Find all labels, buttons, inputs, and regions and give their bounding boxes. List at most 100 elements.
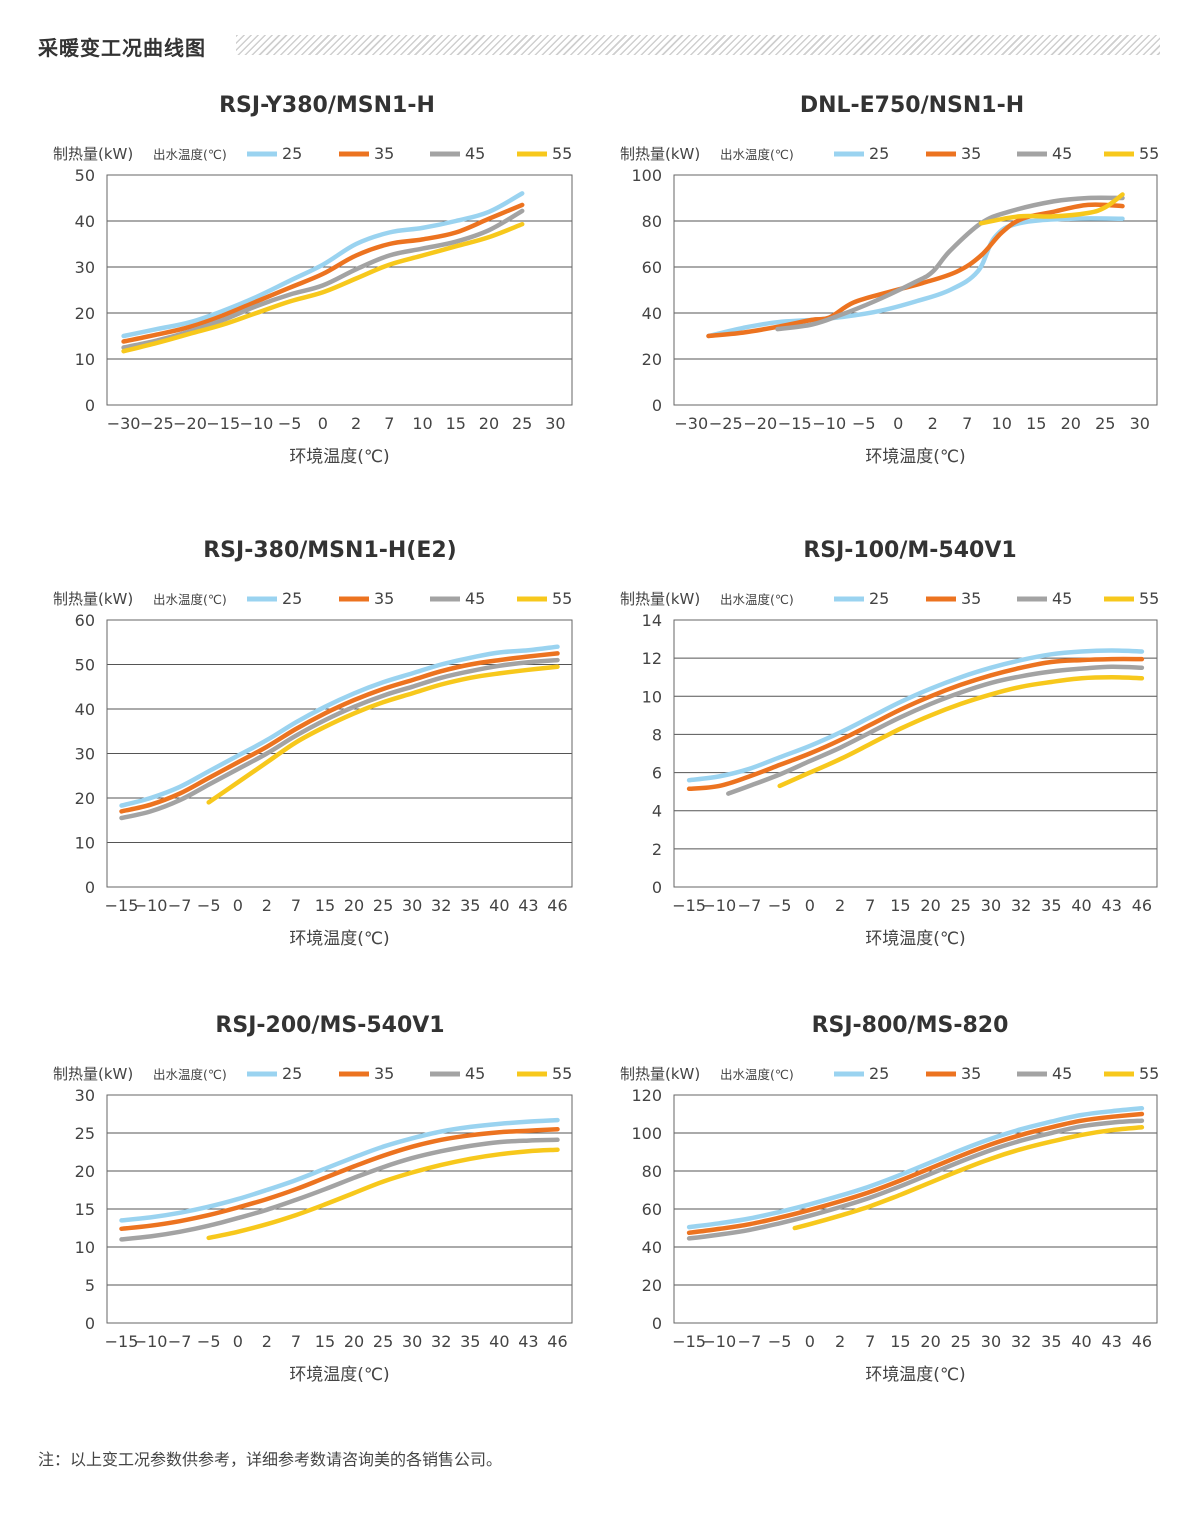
- series-line-55: [206, 1147, 560, 1241]
- y-tick-label: 10: [642, 687, 662, 706]
- y-tick-label: 30: [75, 258, 95, 277]
- x-tick-label: 46: [1132, 896, 1152, 915]
- x-tick-label: −5: [852, 414, 876, 433]
- x-tick-label: −7: [168, 1332, 192, 1351]
- chart-5: RSJ-200/MS-540V1 制热量(kW) 出水温度(℃) 25 35 45 55 0 5…: [53, 1013, 573, 1385]
- legend-label: 35: [374, 144, 394, 163]
- legend-label: 25: [282, 589, 302, 608]
- y-tick-label: 12: [642, 649, 662, 668]
- x-tick-label: 40: [1071, 896, 1091, 915]
- series-line-55: [978, 192, 1125, 226]
- x-tick-label: 46: [547, 896, 567, 915]
- series-line-35: [119, 651, 560, 814]
- header-hatch-decoration: [236, 35, 1160, 55]
- series-line-45: [775, 195, 1125, 332]
- y-tick-label: 15: [75, 1200, 95, 1219]
- plot-frame: [673, 174, 1158, 406]
- series-line-25: [119, 1117, 560, 1223]
- x-axis-label: 环境温度(℃): [289, 447, 389, 467]
- x-tick-label: 15: [446, 414, 466, 433]
- x-tick-label: 25: [951, 1332, 971, 1351]
- x-tick-label: 32: [1011, 1332, 1031, 1351]
- series-line-45: [686, 1118, 1145, 1241]
- legend-label: 55: [552, 589, 572, 608]
- x-tick-label: 35: [460, 896, 480, 915]
- legend-label: 25: [869, 1064, 889, 1083]
- x-tick-label: −30: [674, 414, 708, 433]
- x-tick-label: 30: [981, 896, 1001, 915]
- page-header: 采暖变工况曲线图: [38, 30, 1160, 60]
- x-tick-label: 2: [262, 896, 272, 915]
- x-tick-label: 43: [1102, 896, 1122, 915]
- series-line-55: [206, 664, 560, 805]
- chart-title: DNL-E750/NSN1-H: [800, 93, 1024, 118]
- x-tick-label: 35: [1041, 1332, 1061, 1351]
- x-tick-label: −15: [672, 1332, 706, 1351]
- x-tick-label: 20: [920, 1332, 940, 1351]
- plot-frame: [106, 1094, 573, 1324]
- chart-title: RSJ-Y380/MSN1-H: [219, 93, 435, 118]
- x-tick-label: 35: [460, 1332, 480, 1351]
- x-tick-label: 2: [928, 414, 938, 433]
- x-tick-label: 2: [835, 896, 845, 915]
- legend-label: 25: [869, 589, 889, 608]
- x-tick-label: −10: [702, 896, 736, 915]
- y-tick-label: 10: [75, 350, 95, 369]
- series-line-55: [121, 221, 525, 354]
- x-tick-label: 40: [489, 1332, 509, 1351]
- y-tick-label: 100: [631, 1124, 662, 1143]
- legend-label: 55: [1139, 1064, 1159, 1083]
- series-line-25: [686, 1106, 1145, 1230]
- x-tick-label: 20: [344, 1332, 364, 1351]
- x-tick-label: −7: [738, 1332, 762, 1351]
- x-tick-label: 46: [1132, 1332, 1152, 1351]
- y-tick-label: 8: [652, 725, 662, 744]
- series-line-35: [121, 202, 525, 344]
- y-tick-label: 0: [652, 396, 662, 415]
- x-tick-label: −5: [197, 896, 221, 915]
- x-tick-label: 25: [1095, 414, 1115, 433]
- x-tick-label: 0: [805, 896, 815, 915]
- x-tick-label: 15: [890, 1332, 910, 1351]
- x-tick-label: −30: [107, 414, 141, 433]
- x-tick-label: 10: [992, 414, 1012, 433]
- chart-title: RSJ-200/MS-540V1: [215, 1013, 444, 1038]
- x-tick-label: 20: [920, 896, 940, 915]
- x-tick-label: −5: [197, 1332, 221, 1351]
- x-tick-label: −10: [134, 1332, 168, 1351]
- x-tick-label: 25: [951, 896, 971, 915]
- x-tick-label: 0: [233, 1332, 243, 1351]
- y-tick-label: 0: [652, 878, 662, 897]
- x-tick-label: 32: [431, 896, 451, 915]
- x-tick-label: 7: [962, 414, 972, 433]
- series-line-25: [121, 191, 525, 339]
- y-tick-label: 10: [75, 1238, 95, 1257]
- x-tick-label: 20: [344, 896, 364, 915]
- x-tick-label: 2: [262, 1332, 272, 1351]
- legend-label: 35: [961, 1064, 981, 1083]
- x-tick-label: −7: [738, 896, 762, 915]
- series-line-35: [686, 656, 1145, 792]
- y-tick-label: 0: [85, 878, 95, 897]
- x-tick-label: −25: [140, 414, 174, 433]
- y-axis-label: 制热量(kW): [53, 590, 133, 608]
- x-tick-label: −10: [134, 896, 168, 915]
- x-tick-label: 15: [315, 1332, 335, 1351]
- x-tick-label: 30: [1130, 414, 1150, 433]
- x-tick-label: 30: [402, 1332, 422, 1351]
- y-axis-label: 制热量(kW): [620, 1065, 700, 1083]
- legend-label: 55: [552, 1064, 572, 1083]
- y-axis-label: 制热量(kW): [620, 590, 700, 608]
- y-tick-label: 20: [75, 1162, 95, 1181]
- y-tick-label: 60: [75, 611, 95, 630]
- x-tick-label: 46: [547, 1332, 567, 1351]
- x-tick-label: 10: [412, 414, 432, 433]
- x-tick-label: 25: [512, 414, 532, 433]
- y-tick-label: 10: [75, 834, 95, 853]
- y-tick-label: 60: [642, 258, 662, 277]
- x-tick-label: 7: [291, 1332, 301, 1351]
- x-tick-label: −10: [812, 414, 846, 433]
- x-tick-label: 15: [315, 896, 335, 915]
- x-tick-label: −20: [173, 414, 207, 433]
